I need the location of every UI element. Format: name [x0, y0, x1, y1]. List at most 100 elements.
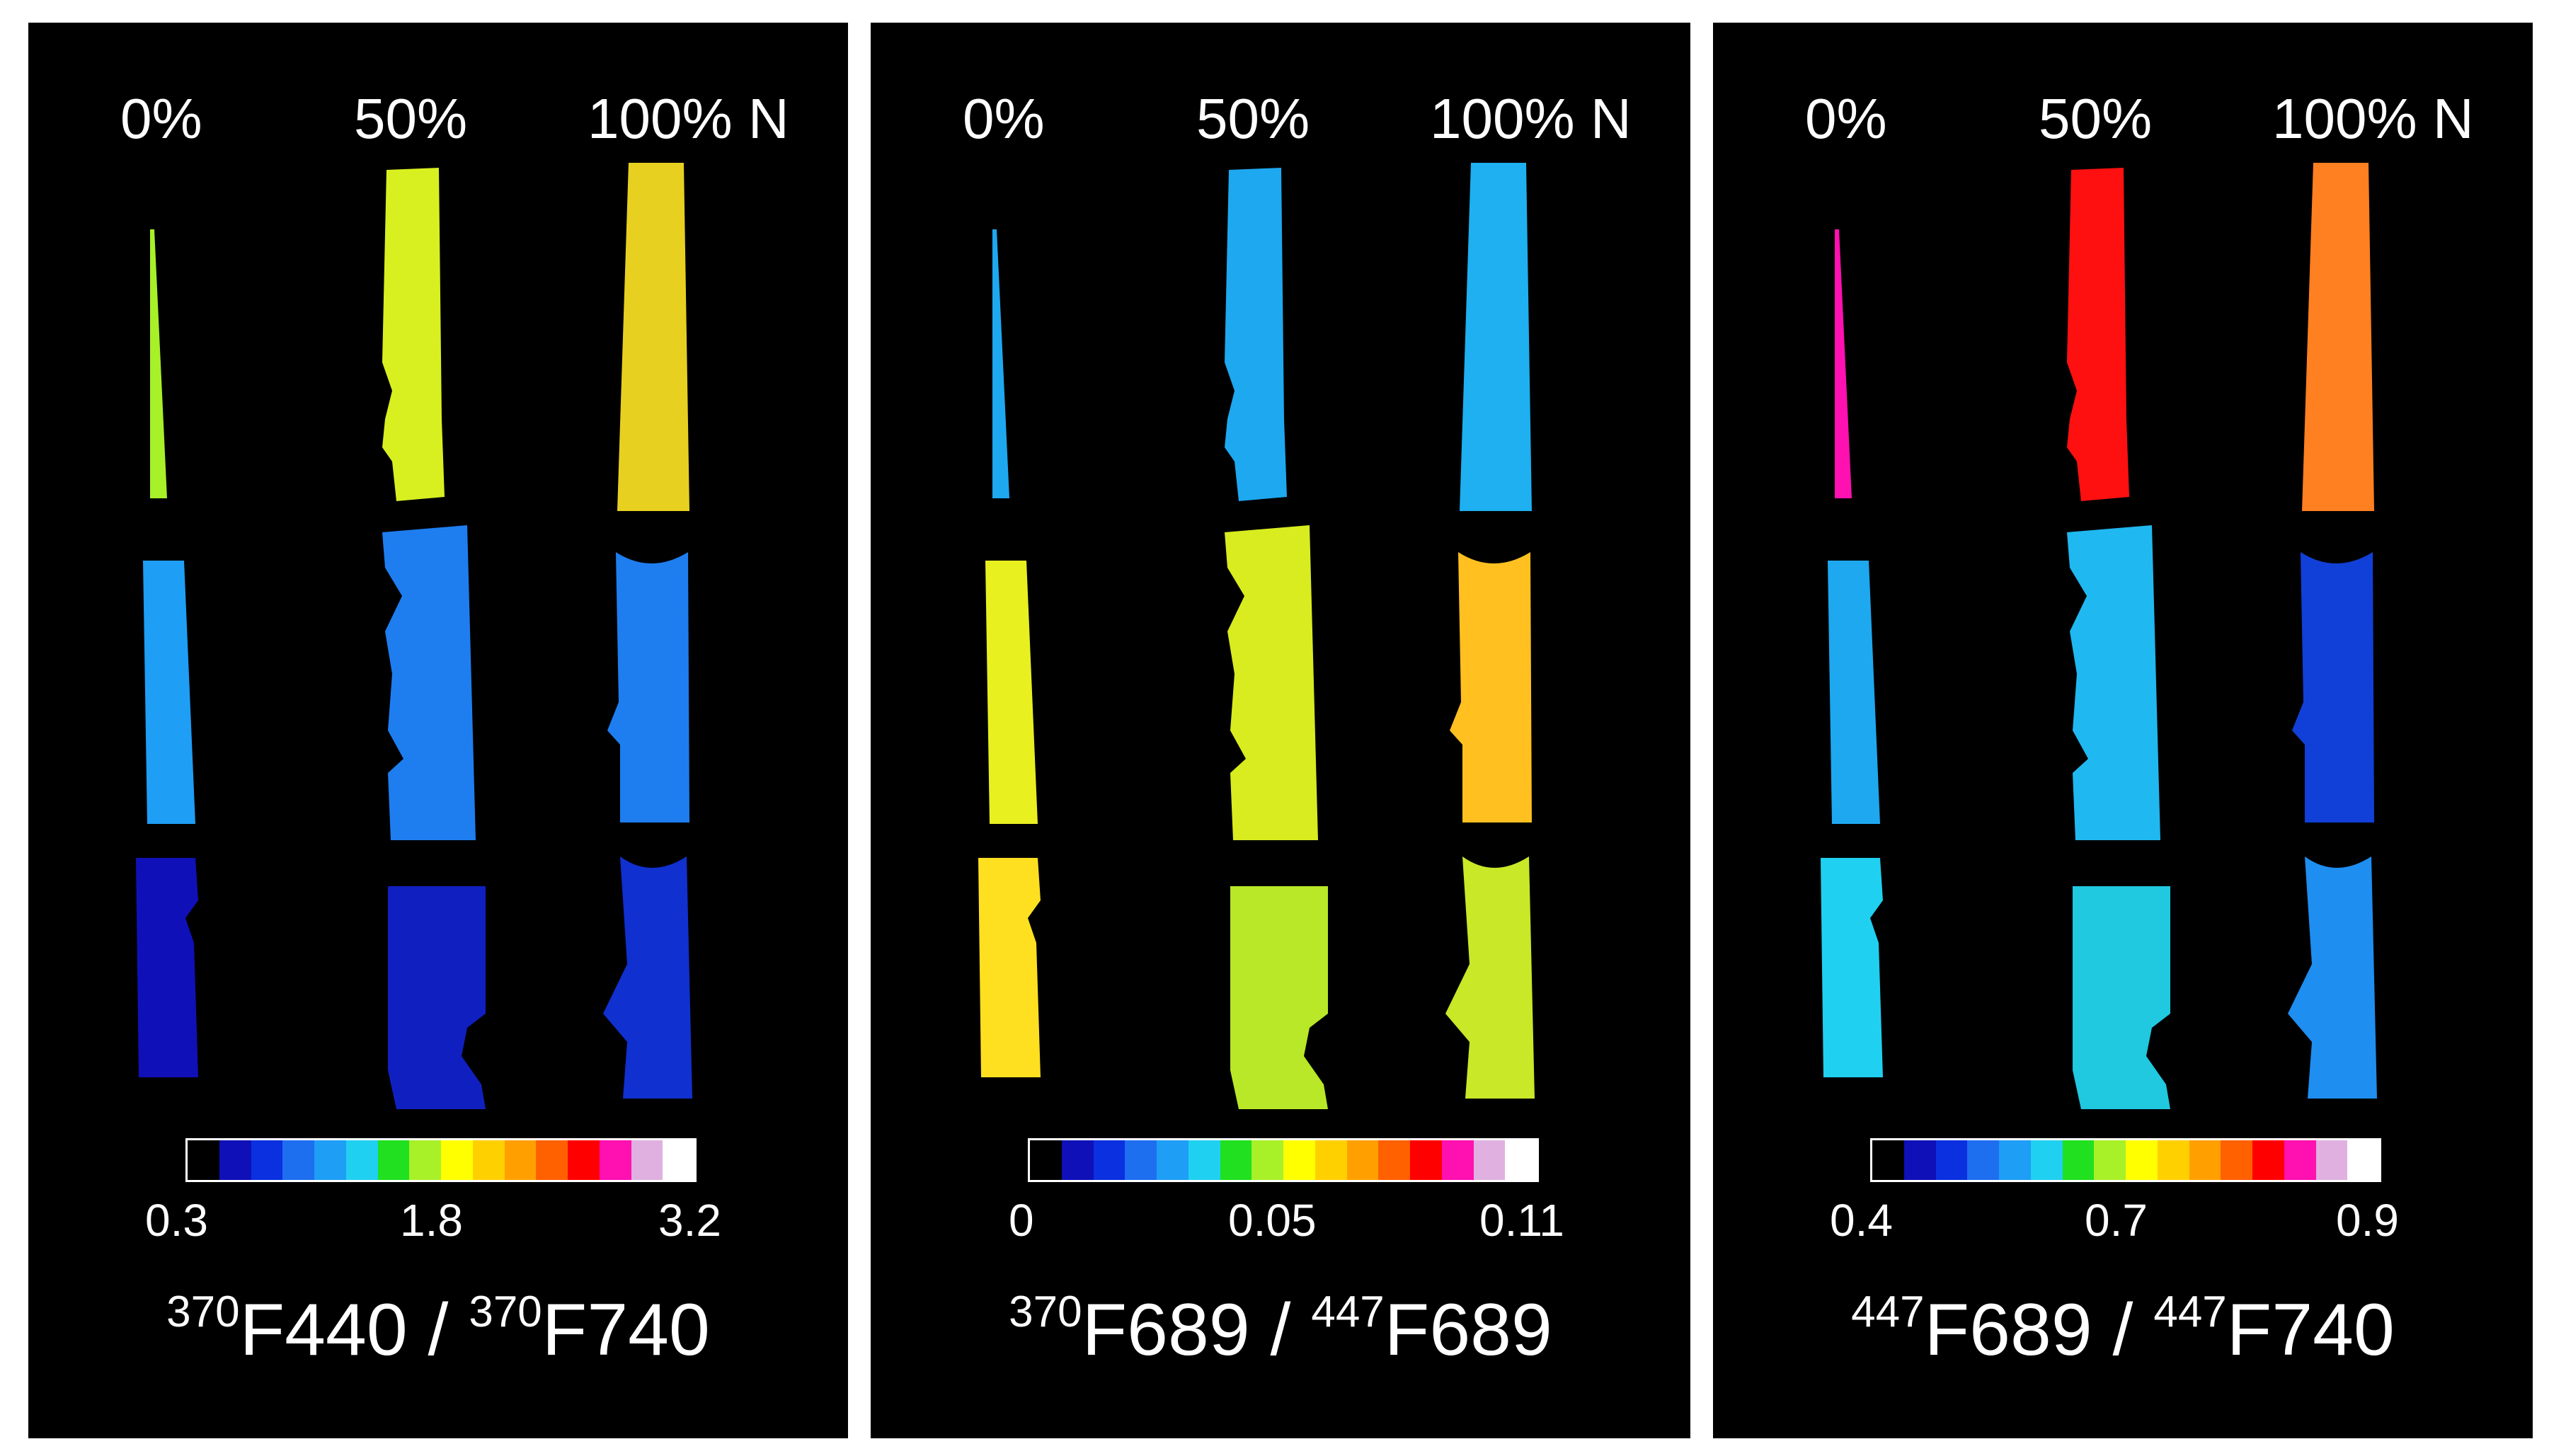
tissue-section-col2-row2 — [1445, 856, 1535, 1099]
tissue-section-col1-row2 — [1230, 886, 1328, 1109]
title-superscript-2: 370 — [469, 1288, 542, 1336]
colorbar-mid-label: 0.7 — [2085, 1195, 2148, 1246]
tissue-section-col2-row1 — [607, 552, 689, 822]
colorbar-segment — [1061, 1140, 1094, 1180]
colorbar — [185, 1138, 697, 1182]
column-label-0pct: 0% — [963, 87, 1045, 150]
column-label-50pct: 50% — [354, 87, 468, 150]
colorbar-min-label: 0 — [1009, 1195, 1034, 1246]
tissue-section-col1-row1 — [2067, 525, 2160, 840]
colorbar-min-label: 0.4 — [1830, 1195, 1893, 1246]
tissue-section-col0-row0 — [1835, 229, 1852, 498]
colorbar-segment — [409, 1140, 441, 1180]
column-label-100pct: 100% N — [588, 87, 789, 150]
tissue-images — [136, 163, 692, 1109]
colorbar-segment — [1872, 1140, 1904, 1180]
tissue-section-col0-row1 — [143, 561, 195, 824]
title-text-2: F689 — [1384, 1289, 1552, 1371]
colorbar-segment — [2062, 1140, 2095, 1180]
tissue-section-col0-row2 — [136, 858, 198, 1077]
title-text-2: F740 — [2226, 1289, 2395, 1371]
colorbar-segment — [2315, 1140, 2348, 1180]
tissue-section-col2-row2 — [603, 856, 692, 1099]
ratio-title: 447F689 / 447F740 — [1713, 1290, 2533, 1368]
colorbar-segment — [2189, 1140, 2221, 1180]
tissue-section-col0-row1 — [985, 561, 1038, 824]
colorbar-segment — [251, 1140, 283, 1180]
colorbar-min-label: 0.3 — [145, 1195, 208, 1246]
column-label-50pct: 50% — [1196, 87, 1310, 150]
tissue-section-col1-row1 — [382, 525, 476, 840]
colorbar-segment — [2126, 1140, 2158, 1180]
tissue-section-col0-row2 — [978, 858, 1041, 1077]
title-text-2: F740 — [542, 1289, 710, 1371]
colorbar-segment — [1410, 1140, 1442, 1180]
panel-3: 0% 50% 100% N 0.4 0.7 0.9 447F689 / 447F… — [1713, 23, 2533, 1438]
tissue-section-col2-row2 — [2288, 856, 2377, 1099]
tissue-section-col0-row1 — [1828, 561, 1880, 824]
colorbar-segment — [1188, 1140, 1220, 1180]
tissue-section-col1-row2 — [388, 886, 486, 1109]
column-label-50pct: 50% — [2039, 87, 2153, 150]
title-text-1: F440 / — [239, 1289, 469, 1371]
colorbar-max-label: 0.11 — [1479, 1195, 1564, 1246]
colorbar-segment — [599, 1140, 631, 1180]
colorbar-segment — [1967, 1140, 1999, 1180]
tissue-images — [978, 163, 1535, 1109]
colorbar-max-label: 3.2 — [658, 1195, 721, 1246]
colorbar-segment — [1251, 1140, 1283, 1180]
tissue-section-col1-row0 — [382, 168, 445, 501]
title-superscript-1: 370 — [166, 1288, 240, 1336]
colorbar-segment — [1220, 1140, 1252, 1180]
title-text-1: F689 / — [1082, 1289, 1312, 1371]
colorbar-segment — [472, 1140, 505, 1180]
colorbar-segment — [1030, 1140, 1062, 1180]
tissue-section-col1-row1 — [1225, 525, 1318, 840]
colorbar-segment — [631, 1140, 663, 1180]
colorbar — [1870, 1138, 2381, 1182]
tissue-section-col1-row0 — [2067, 168, 2129, 501]
title-superscript-1: 447 — [1851, 1288, 1925, 1336]
colorbar-mid-label: 1.8 — [400, 1195, 463, 1246]
colorbar-segment — [568, 1140, 600, 1180]
colorbar-segment — [1093, 1140, 1125, 1180]
colorbar-segment — [282, 1140, 314, 1180]
tissue-section-col2-row0 — [617, 163, 689, 511]
title-text-1: F689 / — [1924, 1289, 2154, 1371]
colorbar-segment — [1283, 1140, 1315, 1180]
ratio-title: 370F689 / 447F689 — [871, 1290, 1690, 1368]
colorbar — [1028, 1138, 1539, 1182]
colorbar-mid-label: 0.05 — [1228, 1195, 1317, 1246]
colorbar-segment — [2252, 1140, 2284, 1180]
colorbar-segment — [1999, 1140, 2031, 1180]
colorbar-segment — [219, 1140, 251, 1180]
colorbar-segment — [1441, 1140, 1474, 1180]
colorbar-segment — [1346, 1140, 1379, 1180]
colorbar-segment — [377, 1140, 410, 1180]
colorbar-segment — [441, 1140, 473, 1180]
title-superscript-2: 447 — [1311, 1288, 1385, 1336]
colorbar-segment — [1505, 1140, 1537, 1180]
title-superscript-2: 447 — [2153, 1288, 2227, 1336]
colorbar-segment — [314, 1140, 346, 1180]
title-superscript-1: 370 — [1009, 1288, 1082, 1336]
tissue-section-col2-row1 — [1450, 552, 1532, 822]
colorbar-segment — [2221, 1140, 2252, 1180]
colorbar-segment — [1157, 1140, 1188, 1180]
colorbar-max-label: 0.9 — [2336, 1195, 2399, 1246]
panel-1: 0% 50% 100% N 0.3 1.8 3.2 370F440 / 370F… — [28, 23, 848, 1438]
colorbar-segment — [2030, 1140, 2063, 1180]
column-label-100pct: 100% N — [2272, 87, 2474, 150]
colorbar-segment — [2094, 1140, 2126, 1180]
colorbar-segment — [2347, 1140, 2379, 1180]
column-label-100pct: 100% N — [1430, 87, 1632, 150]
colorbar-segment — [1378, 1140, 1410, 1180]
colorbar-segment — [1125, 1140, 1157, 1180]
tissue-images — [1821, 163, 2377, 1109]
colorbar-segment — [345, 1140, 378, 1180]
column-label-0pct: 0% — [120, 87, 202, 150]
colorbar-segment — [1903, 1140, 1936, 1180]
tissue-section-col0-row2 — [1821, 858, 1883, 1077]
colorbar-segment — [663, 1140, 694, 1180]
colorbar-segment — [2157, 1140, 2189, 1180]
